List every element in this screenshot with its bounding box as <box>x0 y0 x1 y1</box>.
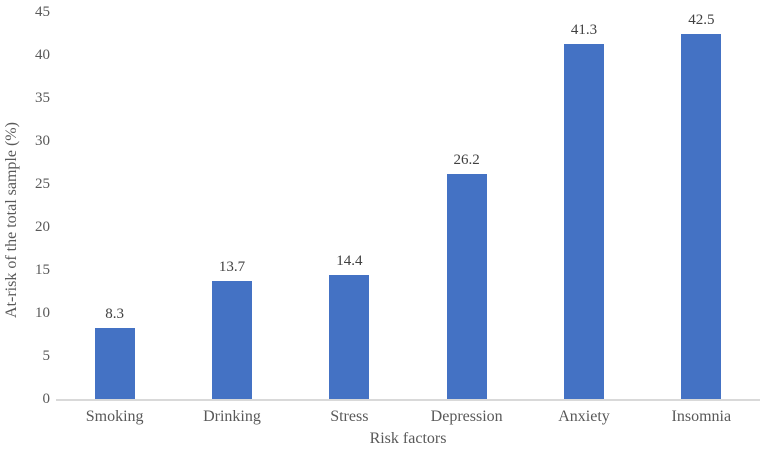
bar-smoking <box>94 327 135 399</box>
y-tick-label: 5 <box>42 348 51 364</box>
bar-value-label: 8.3 <box>105 305 125 322</box>
bar-value-label: 41.3 <box>570 21 598 38</box>
x-category-label: Anxiety <box>558 408 610 425</box>
y-tick-label: 0 <box>42 391 51 407</box>
bar-value-label: 14.4 <box>336 253 363 270</box>
x-axis-title: Risk factors <box>369 430 447 447</box>
y-tick-label: 45 <box>35 4 50 20</box>
bar-value-label: 26.2 <box>453 151 480 168</box>
bar-insomnia <box>681 33 722 399</box>
x-category-label: Drinking <box>203 408 261 425</box>
x-category-label: Smoking <box>85 408 144 425</box>
y-tick-label: 25 <box>35 176 50 192</box>
x-category-label: Insomnia <box>671 408 732 425</box>
y-tick-label: 40 <box>35 47 50 63</box>
y-tick-label: 20 <box>35 219 50 235</box>
x-category-label: Stress <box>330 408 369 425</box>
bar-anxiety <box>564 43 604 399</box>
bar-value-label: 42.5 <box>688 11 715 28</box>
bar-stress <box>329 275 370 399</box>
bar-drinking <box>212 281 252 399</box>
y-tick-label: 30 <box>35 133 50 149</box>
y-tick-label: 10 <box>35 305 50 321</box>
x-axis-line <box>56 399 760 401</box>
y-tick-label: 15 <box>35 262 50 278</box>
bar-value-label: 13.7 <box>218 259 246 276</box>
x-category-label: Depression <box>430 408 503 425</box>
y-tick-label: 35 <box>35 90 50 106</box>
bar-depression <box>446 173 487 399</box>
